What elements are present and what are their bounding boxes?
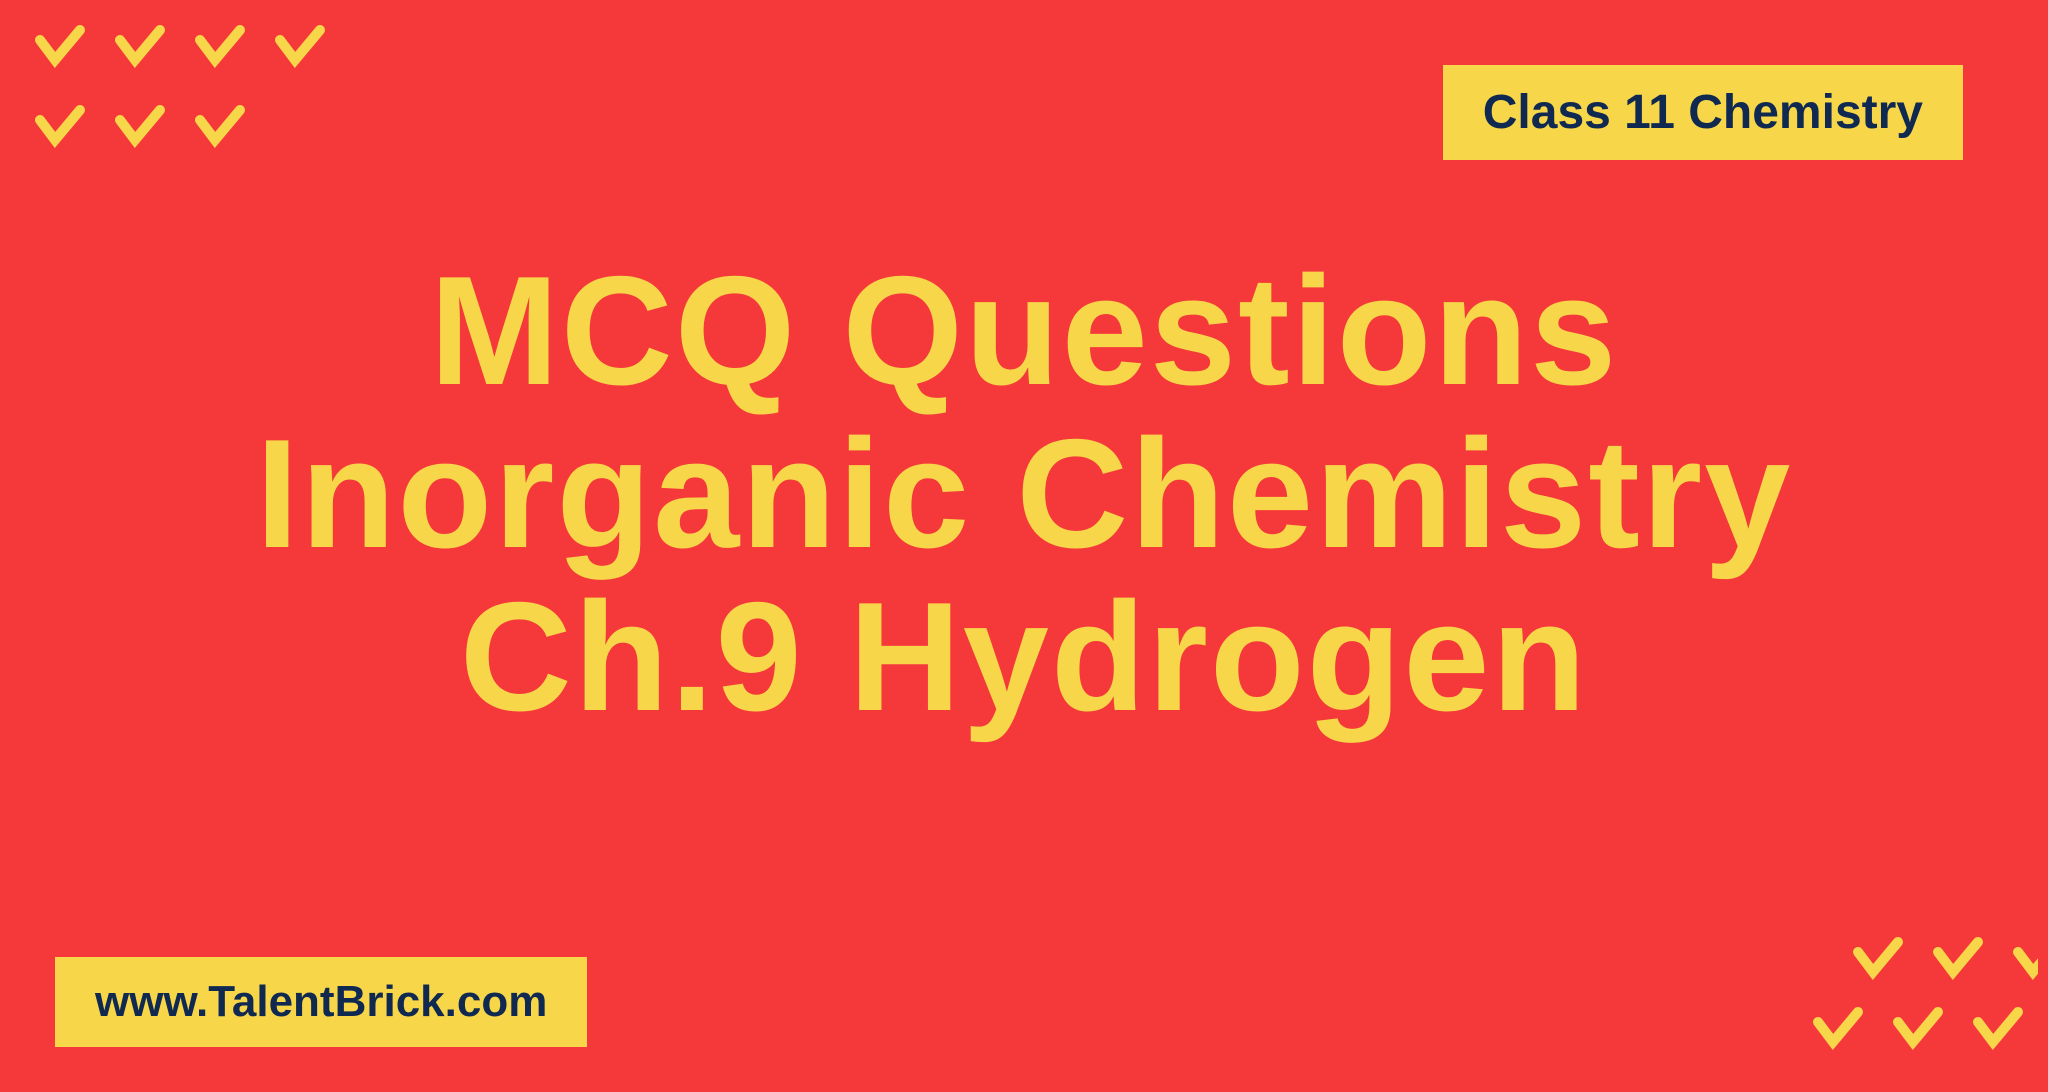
website-badge-text: www.TalentBrick.com (95, 977, 547, 1026)
website-badge: www.TalentBrick.com (55, 957, 587, 1047)
decoration-bottom-right (1758, 932, 2038, 1072)
category-badge: Class 11 Chemistry (1443, 65, 1963, 160)
decoration-top-left (20, 20, 340, 200)
category-badge-text: Class 11 Chemistry (1483, 86, 1923, 139)
main-title: MCQ Questions Inorganic Chemistry Ch.9 H… (102, 250, 1945, 738)
main-title-text: MCQ Questions Inorganic Chemistry Ch.9 H… (256, 244, 1793, 743)
